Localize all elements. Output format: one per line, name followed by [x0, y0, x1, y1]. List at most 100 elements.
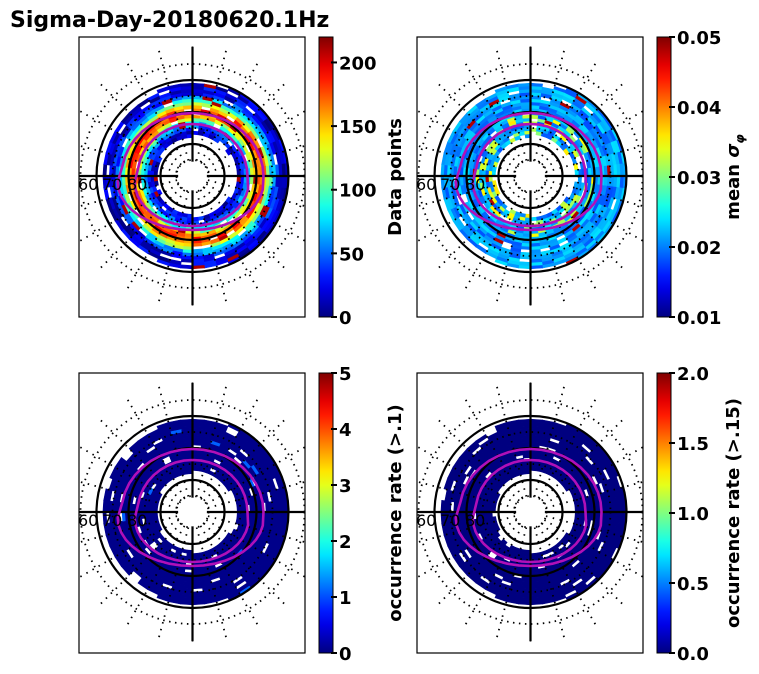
heatmap-cell: [492, 180, 497, 187]
grid: [417, 41, 643, 311]
grid-spoke-dotted: [205, 446, 305, 505]
grid-spoke-dotted: [494, 527, 528, 643]
colorbar-tick-label: 4: [339, 420, 352, 441]
grid-spoke-dotted: [541, 186, 627, 272]
grid-spoke-dotted: [417, 109, 518, 169]
auroral-oval: [471, 122, 588, 228]
colorbar-tick-label: 0.04: [677, 98, 721, 119]
colorbar-tick-label: 1.5: [677, 434, 709, 455]
grid-spoke-dotted: [124, 525, 186, 629]
grid-spoke-dotted: [533, 381, 567, 497]
pole-center: [178, 161, 207, 191]
grid-spoke-dotted: [494, 191, 528, 307]
heatmap-cell: [249, 503, 254, 513]
auroral-oval: [133, 122, 250, 228]
heatmap-cell: [225, 148, 232, 156]
grid-spoke-dotted: [124, 189, 186, 293]
lat-label: 70: [440, 175, 460, 194]
grid-spoke-dotted: [96, 80, 182, 166]
grid-spoke-dotted: [545, 179, 643, 208]
grid-spoke-dotted: [417, 519, 518, 579]
grid-spoke-dotted: [79, 515, 178, 544]
heatmap-cell: [192, 248, 203, 254]
colorbar-tick-label: 2.0: [677, 364, 709, 385]
grid-spoke-dotted: [207, 144, 305, 173]
heatmap-cell: [156, 492, 163, 499]
grid-spoke-dotted: [545, 515, 643, 544]
auroral-oval: [133, 458, 250, 564]
colorbar-tick-label: 0.03: [677, 168, 721, 189]
grid-spoke-dotted: [494, 45, 528, 161]
grid-spoke-dotted: [541, 522, 627, 608]
pole-center: [516, 161, 545, 191]
colorbar-tick-label: 150: [339, 117, 377, 138]
lat-label: 60: [416, 511, 436, 530]
auroral-oval: [471, 458, 588, 564]
grid-spoke-dotted: [434, 186, 520, 272]
heatmap-cell: [265, 501, 270, 513]
colorbar-label: Data points: [385, 118, 406, 236]
heatmap-cell: [156, 189, 163, 196]
grid-spoke-dotted: [195, 527, 229, 643]
lat-label: 80: [127, 511, 147, 530]
lat-label: 60: [78, 511, 98, 530]
grid-spoke-dotted: [205, 110, 305, 169]
grid-spoke-dotted: [541, 80, 627, 166]
polar-plot-area: 60 70 80: [416, 41, 643, 311]
grid-spoke-dotted: [417, 515, 516, 544]
heatmap-cell: [522, 454, 531, 459]
heatmap-cell: [156, 85, 170, 94]
grid-spoke-dotted: [96, 186, 182, 272]
colorbar-tick-label: 0: [339, 644, 352, 665]
heatmap-cell: [225, 484, 232, 492]
lat-label: 60: [416, 175, 436, 194]
colorbar-gradient: [656, 372, 672, 654]
panel-data-points: 60 70 80 0 50 100 150 200 Data points: [78, 36, 406, 329]
panel-mean-sigma-phi: 60 70 80 0.01 0.02 0.03 0.04 0.05 mean σφ: [416, 28, 747, 329]
heatmap-cell: [494, 492, 501, 499]
grid-spoke-dotted: [203, 522, 289, 608]
grid: [417, 377, 643, 647]
polar-plot-area: 60 70 80: [79, 41, 305, 311]
colorbar-tick-label: 200: [339, 53, 377, 74]
grid-spoke-dotted: [124, 59, 186, 163]
axes-frame: [416, 372, 644, 654]
grid-spoke-dotted: [195, 381, 229, 497]
grid: [79, 41, 305, 311]
axes-frame: [78, 36, 306, 318]
grid-spoke-dotted: [417, 480, 516, 509]
grid-spoke-dotted: [156, 191, 190, 307]
grid-spoke-dotted: [434, 416, 520, 502]
grid-spoke-dotted: [545, 480, 643, 509]
colorbar: 0 1 2 3 4 5 occurrence rate (>.1): [318, 364, 406, 665]
colorbar-tick-label: 0.05: [677, 28, 721, 49]
axes-frame: [416, 36, 644, 318]
grid-spoke-dotted: [207, 179, 305, 208]
grid-spoke-dotted: [203, 416, 289, 502]
heatmap-cell: [519, 470, 526, 476]
grid-spoke-dotted: [417, 183, 518, 243]
grid-spoke-dotted: [79, 445, 180, 505]
grid-spoke-dotted: [537, 525, 599, 629]
grid-spoke-dotted: [79, 179, 178, 208]
grid-spoke-dotted: [79, 109, 180, 169]
auroral-oval: [454, 111, 603, 232]
grid-spoke-dotted: [199, 189, 261, 293]
panel-occurrence-rate-015: 60 70 80 0.0 0.5 1.0 1.5 2.0 occurrence rate (>.…: [416, 364, 744, 665]
grid-spoke-dotted: [79, 519, 180, 579]
heatmap-cell: [557, 236, 568, 245]
grid-spoke-dotted: [96, 416, 182, 502]
auroral-ovals: [116, 447, 265, 568]
grid-spoke-dotted: [434, 522, 520, 608]
heatmap-cell: [563, 484, 570, 492]
pole-center: [178, 497, 207, 527]
colorbar-tick-label: 2: [339, 532, 352, 553]
colorbar-tick-label: 3: [339, 476, 352, 497]
auroral-oval: [116, 111, 265, 232]
heatmap-cell: [494, 156, 501, 163]
grid-spoke-dotted: [543, 446, 643, 505]
heatmap-cell: [156, 156, 163, 163]
grid-spoke-dotted: [417, 144, 516, 173]
grid-spoke-dotted: [79, 480, 178, 509]
pole-center: [516, 497, 545, 527]
